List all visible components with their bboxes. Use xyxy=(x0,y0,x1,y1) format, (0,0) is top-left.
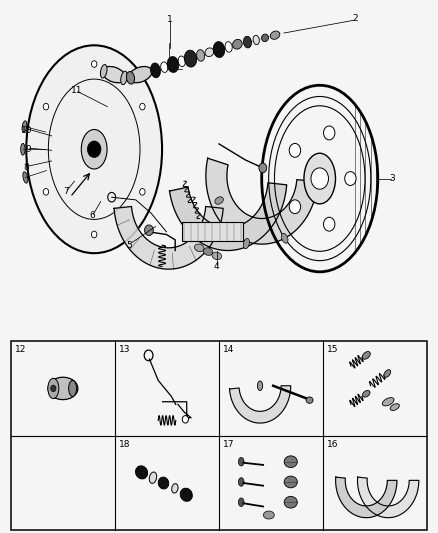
Ellipse shape xyxy=(205,48,214,56)
Circle shape xyxy=(289,200,300,214)
Circle shape xyxy=(182,416,188,423)
Ellipse shape xyxy=(184,50,197,67)
Circle shape xyxy=(92,231,97,238)
Ellipse shape xyxy=(238,478,244,486)
Circle shape xyxy=(92,61,97,67)
Ellipse shape xyxy=(48,378,59,399)
Ellipse shape xyxy=(212,252,222,260)
Text: 14: 14 xyxy=(223,345,235,354)
Ellipse shape xyxy=(194,244,204,252)
Ellipse shape xyxy=(69,381,77,397)
Circle shape xyxy=(324,217,335,231)
Ellipse shape xyxy=(178,56,185,67)
Text: 7: 7 xyxy=(63,188,69,196)
Ellipse shape xyxy=(180,488,192,502)
Ellipse shape xyxy=(284,476,297,488)
Text: 3: 3 xyxy=(389,174,395,183)
Polygon shape xyxy=(336,477,397,518)
Circle shape xyxy=(140,103,145,110)
Ellipse shape xyxy=(81,130,107,169)
Text: 1: 1 xyxy=(167,15,173,24)
Ellipse shape xyxy=(281,233,288,243)
Text: 8: 8 xyxy=(23,164,29,172)
Circle shape xyxy=(311,168,328,189)
Text: 4: 4 xyxy=(214,262,219,271)
Ellipse shape xyxy=(149,472,157,483)
Ellipse shape xyxy=(258,381,263,391)
Circle shape xyxy=(289,143,300,157)
Ellipse shape xyxy=(238,498,244,506)
Ellipse shape xyxy=(167,56,179,72)
Ellipse shape xyxy=(384,370,391,377)
Ellipse shape xyxy=(26,45,162,253)
Circle shape xyxy=(87,141,101,158)
Text: 10: 10 xyxy=(21,126,32,135)
Ellipse shape xyxy=(102,67,126,83)
Polygon shape xyxy=(170,183,286,251)
Bar xyxy=(182,222,243,241)
Text: 15: 15 xyxy=(327,345,339,354)
Text: 12: 12 xyxy=(15,345,27,354)
Ellipse shape xyxy=(382,398,394,406)
Text: 18: 18 xyxy=(119,440,131,449)
Text: 13: 13 xyxy=(119,345,131,354)
Bar xyxy=(11,341,427,530)
Ellipse shape xyxy=(263,511,274,519)
Text: 2: 2 xyxy=(352,14,357,23)
Polygon shape xyxy=(206,158,318,244)
Ellipse shape xyxy=(22,121,27,132)
Ellipse shape xyxy=(23,172,28,183)
Circle shape xyxy=(140,189,145,195)
Circle shape xyxy=(145,225,153,236)
Ellipse shape xyxy=(284,496,297,508)
Ellipse shape xyxy=(121,71,127,85)
Ellipse shape xyxy=(21,143,25,155)
Text: 11: 11 xyxy=(71,86,82,95)
Circle shape xyxy=(259,163,267,173)
Text: 9: 9 xyxy=(25,145,32,154)
Ellipse shape xyxy=(151,63,160,78)
Polygon shape xyxy=(114,206,223,269)
Circle shape xyxy=(43,189,49,195)
Ellipse shape xyxy=(197,50,205,61)
Ellipse shape xyxy=(203,248,213,255)
Ellipse shape xyxy=(161,62,168,72)
Ellipse shape xyxy=(213,42,225,58)
Ellipse shape xyxy=(48,377,78,400)
Circle shape xyxy=(43,103,49,110)
Ellipse shape xyxy=(127,71,134,84)
Ellipse shape xyxy=(100,64,107,78)
Ellipse shape xyxy=(158,477,169,489)
Polygon shape xyxy=(230,386,291,423)
Ellipse shape xyxy=(128,67,152,83)
Ellipse shape xyxy=(304,154,336,204)
Ellipse shape xyxy=(306,397,313,403)
Polygon shape xyxy=(357,477,419,518)
Text: 17: 17 xyxy=(223,440,235,449)
Ellipse shape xyxy=(172,483,178,493)
Ellipse shape xyxy=(244,36,251,48)
Circle shape xyxy=(345,172,356,185)
Ellipse shape xyxy=(238,457,244,466)
Ellipse shape xyxy=(243,238,249,249)
Ellipse shape xyxy=(270,31,280,39)
Ellipse shape xyxy=(233,39,242,49)
Text: 5: 5 xyxy=(126,241,132,249)
Ellipse shape xyxy=(284,456,297,467)
Text: 6: 6 xyxy=(89,212,95,220)
Ellipse shape xyxy=(215,197,223,204)
Ellipse shape xyxy=(390,403,399,410)
Ellipse shape xyxy=(363,390,370,397)
Ellipse shape xyxy=(362,352,370,359)
Ellipse shape xyxy=(135,466,148,479)
Circle shape xyxy=(51,385,56,392)
Text: 16: 16 xyxy=(327,440,339,449)
Ellipse shape xyxy=(261,34,268,42)
Circle shape xyxy=(324,126,335,140)
Ellipse shape xyxy=(253,35,259,45)
Ellipse shape xyxy=(225,42,232,52)
